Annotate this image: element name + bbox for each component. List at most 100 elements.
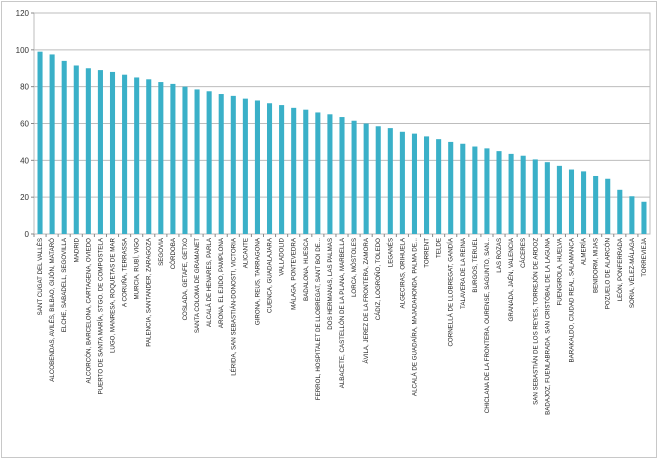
x-tick-label: TORREVIEJA <box>641 237 648 277</box>
bar <box>134 77 140 234</box>
bar <box>266 103 273 234</box>
x-tick-label: CÓRDOBA <box>170 237 177 269</box>
x-tick-label: BURGOS, TERUEL <box>472 237 479 292</box>
bar <box>49 54 55 234</box>
x-tick-label: CHICLANA DE LA FRONTERA, OURENSE, SAGUNT… <box>484 238 491 414</box>
bar <box>122 74 128 234</box>
bar <box>617 189 623 234</box>
bar <box>254 100 260 235</box>
bar <box>339 117 345 234</box>
bar <box>508 153 514 234</box>
bar <box>363 123 369 234</box>
x-tick-label: GIRONA, REUS, TARRAGONA <box>254 237 261 325</box>
x-tick-label: GRANADA, JAÉN, VALENCIA <box>508 237 515 321</box>
bar <box>556 165 562 234</box>
x-tick-label: BADAJOZ, FUENLABRADA, SAN CRISTÓBAL DE L… <box>544 237 551 415</box>
bar <box>544 162 550 234</box>
bar <box>97 70 103 234</box>
bar <box>568 169 575 234</box>
bar <box>496 151 502 234</box>
bar <box>85 68 91 234</box>
x-tick-label: ÁVILA, JEREZ DE LA FRONTERA, ZAMORA <box>363 237 370 363</box>
y-tick-label: 120 <box>16 9 30 18</box>
x-tick-label: PUERTO DE SANTA MARÍA, STGO. DE COMPOSTE… <box>97 237 104 394</box>
x-tick-label: PALENCIA, SANTANDER, ZARAGOZA <box>146 237 153 347</box>
x-tick-label: SANT CUGAT DEL VALLÈS <box>37 238 44 315</box>
x-tick-label: ALICANTE <box>242 238 249 268</box>
bar <box>279 105 285 234</box>
bar <box>182 86 188 235</box>
x-tick-label: MÁLAGA, PONTEVEDRA <box>291 237 298 310</box>
bar <box>605 178 611 234</box>
bar <box>424 136 430 234</box>
x-tick-label: ALCALÁ DE HENARES, PARLA <box>206 237 213 327</box>
bar <box>109 71 116 234</box>
x-tick-label: FUENGIROLA, HUELVA <box>556 237 563 305</box>
bar <box>629 196 635 234</box>
bar <box>641 201 647 234</box>
y-tick-label: 80 <box>20 83 29 92</box>
bar <box>218 94 224 235</box>
x-tick-label: SAN SEBASTIÁN DE LOS REYES, TORREJÓN DE … <box>532 238 539 405</box>
bar <box>37 51 43 234</box>
x-tick-label: CÁDIZ, LOGROÑO, TOLEDO <box>375 238 382 320</box>
x-tick-label: CÁCERES <box>520 238 527 268</box>
x-tick-label: BARAKALDO, CIUDAD REAL, SALAMANCA <box>568 237 575 362</box>
x-tick-label: SANTA COLOMA DE GRAMANET <box>194 238 201 333</box>
x-tick-label: LORCA, MÓSTOLES <box>351 238 358 297</box>
x-tick-label: SORIA, VÉLEZ-MÁLAGA <box>629 237 636 308</box>
x-tick-label: ALBACETE, CASTELLÓN DE LA PLANA, MARBELL… <box>339 237 346 388</box>
bar <box>436 139 442 234</box>
x-tick-label: VALLADOLID <box>279 237 286 275</box>
bar <box>387 128 393 234</box>
bar <box>291 107 297 234</box>
bar <box>73 65 79 234</box>
y-tick-label: 60 <box>20 120 29 129</box>
x-tick-label: BADALONA, HUESCA <box>303 237 310 301</box>
bar <box>351 120 357 234</box>
x-tick-label: CUENCA, GUADALAJARA <box>267 237 274 313</box>
x-tick-label: ALGECIRAS, ORIHUELA <box>399 237 406 308</box>
bar <box>170 83 176 234</box>
x-tick-label: LAS ROZAS <box>496 238 503 273</box>
bar <box>194 89 200 234</box>
bar <box>375 126 381 234</box>
x-tick-label: TALAVERA DE LA REINA <box>460 237 467 309</box>
x-tick-label: DOS HERMANAS, LAS PALMAS <box>327 238 334 330</box>
y-tick-label: 0 <box>25 230 30 239</box>
x-tick-label: BENIDORM, MIJAS <box>593 238 600 293</box>
bar <box>460 143 466 234</box>
x-tick-label: LUGO, MANRESA, ROQUETAS DE MAR <box>110 237 117 353</box>
y-tick-label: 40 <box>20 156 29 165</box>
x-tick-label: COSLADA, GETAFE, GETXO <box>182 238 189 321</box>
x-tick-label: LEGANÉS <box>387 238 394 267</box>
bar <box>484 148 490 234</box>
bar <box>448 141 454 234</box>
bar <box>411 133 418 234</box>
bar <box>206 91 212 234</box>
x-tick-label: ARONA, EL EJIDO, PAMPLONA <box>218 237 225 328</box>
bar <box>532 159 538 234</box>
bar <box>581 171 587 234</box>
x-tick-label: TORRENT <box>424 238 431 268</box>
bar <box>593 175 599 234</box>
bar <box>327 114 333 234</box>
x-tick-label: LÉRIDA, SAN SEBASTIÁN-DONOSTI, VICTORIA <box>230 237 237 376</box>
x-tick-label: MURCIA, RUBÍ, VIGO <box>134 238 141 300</box>
x-tick-label: A CORUÑA, TERRASSA <box>122 237 129 307</box>
y-tick-label: 20 <box>20 193 29 202</box>
bar <box>520 155 526 234</box>
bar <box>158 82 164 234</box>
x-tick-label: ALCALÁ DE GUADAÍRA, MAJADAHONDA, PALMA D… <box>411 238 418 396</box>
x-tick-label: TELDE <box>436 238 443 258</box>
x-tick-label: ELCHE, SABADELL, SEGOVILLA <box>61 237 68 332</box>
bar <box>242 98 248 234</box>
bar <box>303 109 309 234</box>
x-tick-label: POZUELO DE ALARCÓN <box>605 238 612 309</box>
bar <box>315 112 321 234</box>
y-tick-label: 100 <box>16 46 30 55</box>
bar <box>61 60 67 235</box>
x-tick-label: FERROL, HOSPITALET DE LLOBREGAT, SANT BO… <box>315 238 322 400</box>
